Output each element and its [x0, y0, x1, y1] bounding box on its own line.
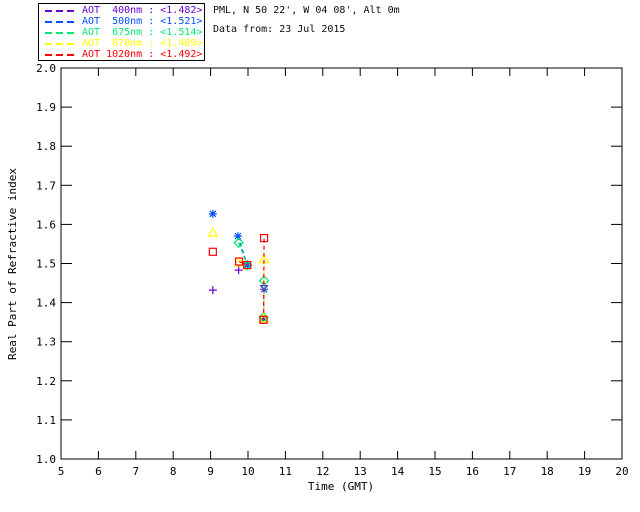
data-series-layer	[207, 209, 270, 324]
y-tick-label: 1.6	[36, 218, 56, 231]
legend-dash-swatch	[45, 42, 77, 45]
legend-dash-swatch	[45, 9, 77, 12]
square-marker	[259, 233, 269, 243]
y-axis-label: Real Part of Refractive index	[6, 168, 19, 360]
triangle-marker	[257, 312, 270, 323]
header-data-from: Data from: 23 Jul 2015	[213, 24, 346, 35]
legend-label: AOT 500nm : <1.521>	[82, 16, 203, 27]
triangle-marker	[207, 226, 219, 237]
diamond-marker	[258, 275, 270, 287]
legend-label: AOT 1020nm : <1.492>	[82, 49, 203, 60]
x-tick-label: 14	[391, 465, 405, 478]
x-tick-label: 7	[132, 465, 139, 478]
x-tick-label: 11	[279, 465, 292, 478]
y-tick-label: 1.5	[36, 258, 56, 271]
legend-dash-swatch	[45, 20, 77, 23]
legend-dash-swatch	[45, 31, 77, 34]
x-tick-label: 17	[503, 465, 516, 478]
legend-item-aot-675nm: AOT 675nm : <1.514>	[45, 27, 202, 38]
x-tick-label: 9	[207, 465, 214, 478]
legend-item-aot-400nm: AOT 400nm : <1.482>	[45, 5, 202, 16]
square-marker	[234, 257, 244, 266]
x-tick-label: 6	[95, 465, 102, 478]
legend-item-aot-870nm: AOT 870nm : <1.489>	[45, 38, 202, 49]
asterisk-marker	[233, 232, 242, 241]
series-line	[237, 235, 248, 266]
axes: 5 6 7 8 9 10 11 12 13 14 15 16 17 18 19 20 1.0 1.1 1.2 1.3 1…	[36, 62, 629, 478]
triangle-marker	[233, 256, 245, 267]
y-tick-label: 1.9	[36, 101, 56, 114]
x-tick-label: 15	[428, 465, 441, 478]
y-tick-label: 1.7	[36, 179, 56, 192]
legend-label: AOT 870nm : <1.489>	[82, 38, 203, 49]
x-tick-label: 5	[58, 465, 65, 478]
y-tick-label: 1.3	[36, 336, 56, 349]
square-marker	[259, 315, 268, 324]
x-tick-label: 18	[541, 465, 554, 478]
plus-marker	[208, 286, 217, 295]
x-tick-label: 12	[316, 465, 329, 478]
series-line	[238, 260, 248, 266]
x-tick-label: 20	[615, 465, 628, 478]
y-tick-label: 2.0	[36, 62, 56, 75]
y-tick-label: 1.0	[36, 453, 56, 466]
square-marker	[243, 260, 252, 270]
x-tick-label: 10	[241, 465, 254, 478]
legend-dash-swatch	[45, 53, 77, 56]
x-tick-label: 19	[578, 465, 591, 478]
y-tick-label: 1.4	[36, 297, 56, 310]
plus-marker	[234, 266, 243, 275]
y-tick-label: 1.2	[36, 375, 56, 388]
asterisk-marker	[208, 209, 217, 218]
y-tick-label: 1.1	[36, 414, 56, 427]
legend-item-aot-1020nm: AOT 1020nm : <1.492>	[45, 49, 202, 60]
series-aot-1020nm	[208, 233, 269, 324]
y-tick-label: 1.8	[36, 140, 56, 153]
x-tick-label: 16	[466, 465, 479, 478]
square-marker	[208, 247, 217, 256]
legend-box: AOT 400nm : <1.482> AOT 500nm : <1.521> AO…	[38, 3, 205, 61]
legend-label: AOT 675nm : <1.514>	[82, 27, 203, 38]
x-tick-label: 13	[354, 465, 367, 478]
series-aot-870nm	[207, 226, 270, 323]
header-location: PML, N 50 22', W 04 08', Alt 0m	[213, 5, 400, 16]
x-axis-label: Time (GMT)	[308, 480, 374, 493]
plot-frame	[60, 67, 623, 460]
diamond-marker	[233, 237, 244, 249]
legend-label: AOT 400nm : <1.482>	[82, 5, 203, 16]
legend-item-aot-500nm: AOT 500nm : <1.521>	[45, 16, 202, 27]
x-tick-label: 8	[170, 465, 177, 478]
series-aot-400nm	[208, 266, 269, 295]
